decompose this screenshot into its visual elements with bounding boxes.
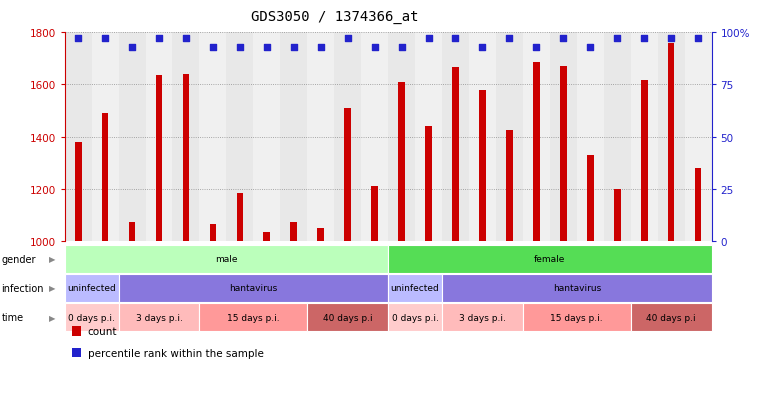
Bar bbox=[577, 33, 603, 242]
Point bbox=[153, 36, 165, 43]
Bar bbox=[291, 222, 297, 242]
Text: 0 days p.i.: 0 days p.i. bbox=[392, 313, 438, 322]
Point bbox=[396, 44, 408, 51]
Bar bbox=[425, 127, 432, 242]
Bar bbox=[506, 131, 513, 242]
Text: ▶: ▶ bbox=[49, 254, 56, 263]
Bar bbox=[560, 67, 567, 242]
Bar bbox=[253, 33, 280, 242]
Point bbox=[234, 44, 246, 51]
Point bbox=[476, 44, 489, 51]
Bar bbox=[388, 33, 415, 242]
Point bbox=[180, 36, 192, 43]
Point bbox=[503, 36, 515, 43]
Point bbox=[665, 36, 677, 43]
Point bbox=[72, 36, 84, 43]
Point bbox=[584, 44, 597, 51]
Text: 40 days p.i: 40 days p.i bbox=[323, 313, 372, 322]
Text: percentile rank within the sample: percentile rank within the sample bbox=[88, 348, 263, 358]
Bar bbox=[641, 81, 648, 242]
Bar bbox=[685, 33, 712, 242]
Bar bbox=[398, 83, 405, 242]
Point bbox=[261, 44, 273, 51]
Point bbox=[638, 36, 650, 43]
Point bbox=[126, 44, 139, 51]
Bar bbox=[199, 33, 227, 242]
Text: 15 days p.i.: 15 days p.i. bbox=[550, 313, 603, 322]
Bar bbox=[334, 33, 361, 242]
Bar bbox=[614, 190, 620, 242]
Point bbox=[611, 36, 623, 43]
Text: hantavirus: hantavirus bbox=[229, 284, 278, 293]
Bar bbox=[523, 33, 550, 242]
Bar bbox=[263, 233, 270, 242]
Text: gender: gender bbox=[2, 254, 36, 264]
Bar bbox=[102, 114, 109, 242]
Bar bbox=[550, 33, 577, 242]
Bar bbox=[603, 33, 631, 242]
Bar bbox=[183, 75, 189, 242]
Bar bbox=[658, 33, 685, 242]
Text: ▶: ▶ bbox=[49, 284, 56, 293]
Bar bbox=[667, 43, 674, 242]
Bar bbox=[371, 187, 378, 242]
Text: 3 days p.i.: 3 days p.i. bbox=[135, 313, 183, 322]
Bar bbox=[479, 90, 486, 242]
Text: 40 days p.i: 40 days p.i bbox=[646, 313, 696, 322]
Bar bbox=[65, 33, 91, 242]
Bar bbox=[75, 142, 81, 242]
Point bbox=[530, 44, 543, 51]
Point bbox=[314, 44, 326, 51]
Point bbox=[692, 36, 704, 43]
Bar bbox=[209, 225, 216, 242]
Bar bbox=[415, 33, 442, 242]
Bar bbox=[237, 193, 244, 242]
Bar bbox=[344, 109, 351, 242]
Text: count: count bbox=[88, 326, 117, 336]
Bar bbox=[280, 33, 307, 242]
Bar bbox=[91, 33, 119, 242]
Bar bbox=[452, 68, 459, 242]
Point bbox=[288, 44, 300, 51]
Point bbox=[368, 44, 380, 51]
Text: uninfected: uninfected bbox=[67, 284, 116, 293]
Bar bbox=[156, 76, 162, 242]
Point bbox=[450, 36, 462, 43]
Bar bbox=[119, 33, 145, 242]
Bar bbox=[695, 169, 702, 242]
Text: infection: infection bbox=[2, 283, 44, 293]
Bar bbox=[227, 33, 253, 242]
Text: hantavirus: hantavirus bbox=[552, 284, 601, 293]
Point bbox=[422, 36, 435, 43]
Bar bbox=[587, 156, 594, 242]
Bar bbox=[442, 33, 469, 242]
Point bbox=[557, 36, 569, 43]
Text: 3 days p.i.: 3 days p.i. bbox=[459, 313, 506, 322]
Bar bbox=[145, 33, 173, 242]
Point bbox=[207, 44, 219, 51]
Bar bbox=[361, 33, 388, 242]
Bar bbox=[469, 33, 496, 242]
Bar bbox=[317, 228, 324, 242]
Bar bbox=[496, 33, 523, 242]
Text: ▶: ▶ bbox=[49, 313, 56, 322]
Text: 0 days p.i.: 0 days p.i. bbox=[68, 313, 115, 322]
Text: male: male bbox=[215, 254, 237, 263]
Text: time: time bbox=[2, 313, 24, 323]
Text: GDS3050 / 1374366_at: GDS3050 / 1374366_at bbox=[251, 10, 419, 24]
Bar bbox=[307, 33, 334, 242]
Point bbox=[99, 36, 111, 43]
Bar bbox=[129, 222, 135, 242]
Bar bbox=[631, 33, 658, 242]
Text: 15 days p.i.: 15 days p.i. bbox=[227, 313, 279, 322]
Text: female: female bbox=[534, 254, 565, 263]
Point bbox=[342, 36, 354, 43]
Bar bbox=[173, 33, 199, 242]
Text: uninfected: uninfected bbox=[390, 284, 439, 293]
Bar bbox=[533, 63, 540, 242]
